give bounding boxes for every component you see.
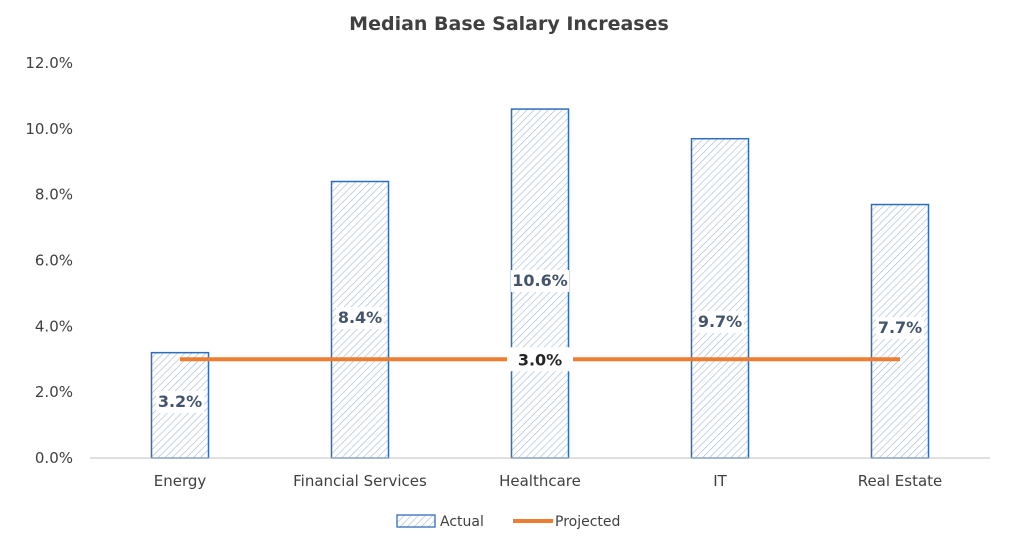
bar-data-label: 10.6% bbox=[512, 271, 568, 290]
y-tick-label: 8.0% bbox=[35, 186, 73, 204]
legend-label-actual: Actual bbox=[440, 514, 484, 530]
bar-label-bg bbox=[336, 307, 384, 329]
bar-label-bg bbox=[876, 317, 924, 339]
x-tick-label: IT bbox=[713, 472, 727, 490]
x-tick-label: Real Estate bbox=[858, 472, 943, 490]
y-tick-label: 6.0% bbox=[35, 252, 73, 270]
projected-label-bg bbox=[507, 347, 573, 372]
bar-data-labels: 3.2% 8.4% 10.6% 9.7% 7.7% 3.0% bbox=[156, 270, 924, 413]
x-tick-label: Energy bbox=[154, 472, 207, 490]
bar-data-label: 8.4% bbox=[338, 308, 382, 327]
y-tick-label: 0.0% bbox=[35, 449, 73, 467]
y-tick-label: 12.0% bbox=[25, 54, 73, 72]
chart-title: Median Base Salary Increases bbox=[349, 13, 669, 35]
y-tick-label: 4.0% bbox=[35, 317, 73, 335]
bar-label-bg bbox=[696, 311, 744, 333]
legend-swatch-actual bbox=[396, 514, 436, 528]
bar-data-label: 9.7% bbox=[698, 312, 742, 331]
y-tick-label: 10.0% bbox=[25, 120, 73, 138]
bar-label-bg bbox=[511, 270, 569, 292]
legend: Actual Projected bbox=[396, 514, 620, 530]
x-tick-label: Healthcare bbox=[499, 472, 581, 490]
y-axis: 0.0% 2.0% 4.0% 6.0% 8.0% 10.0% 12.0% bbox=[25, 54, 73, 467]
legend-label-projected: Projected bbox=[555, 514, 620, 530]
projected-data-label: 3.0% bbox=[518, 350, 562, 369]
bar-label-bg bbox=[156, 391, 204, 413]
y-tick-label: 2.0% bbox=[35, 383, 73, 401]
bar-data-label: 7.7% bbox=[878, 318, 922, 337]
x-tick-label: Financial Services bbox=[293, 472, 427, 490]
bar-data-label: 3.2% bbox=[158, 392, 202, 411]
bar-it bbox=[690, 137, 750, 459]
x-axis: Energy Financial Services Healthcare IT Real… bbox=[154, 472, 943, 490]
